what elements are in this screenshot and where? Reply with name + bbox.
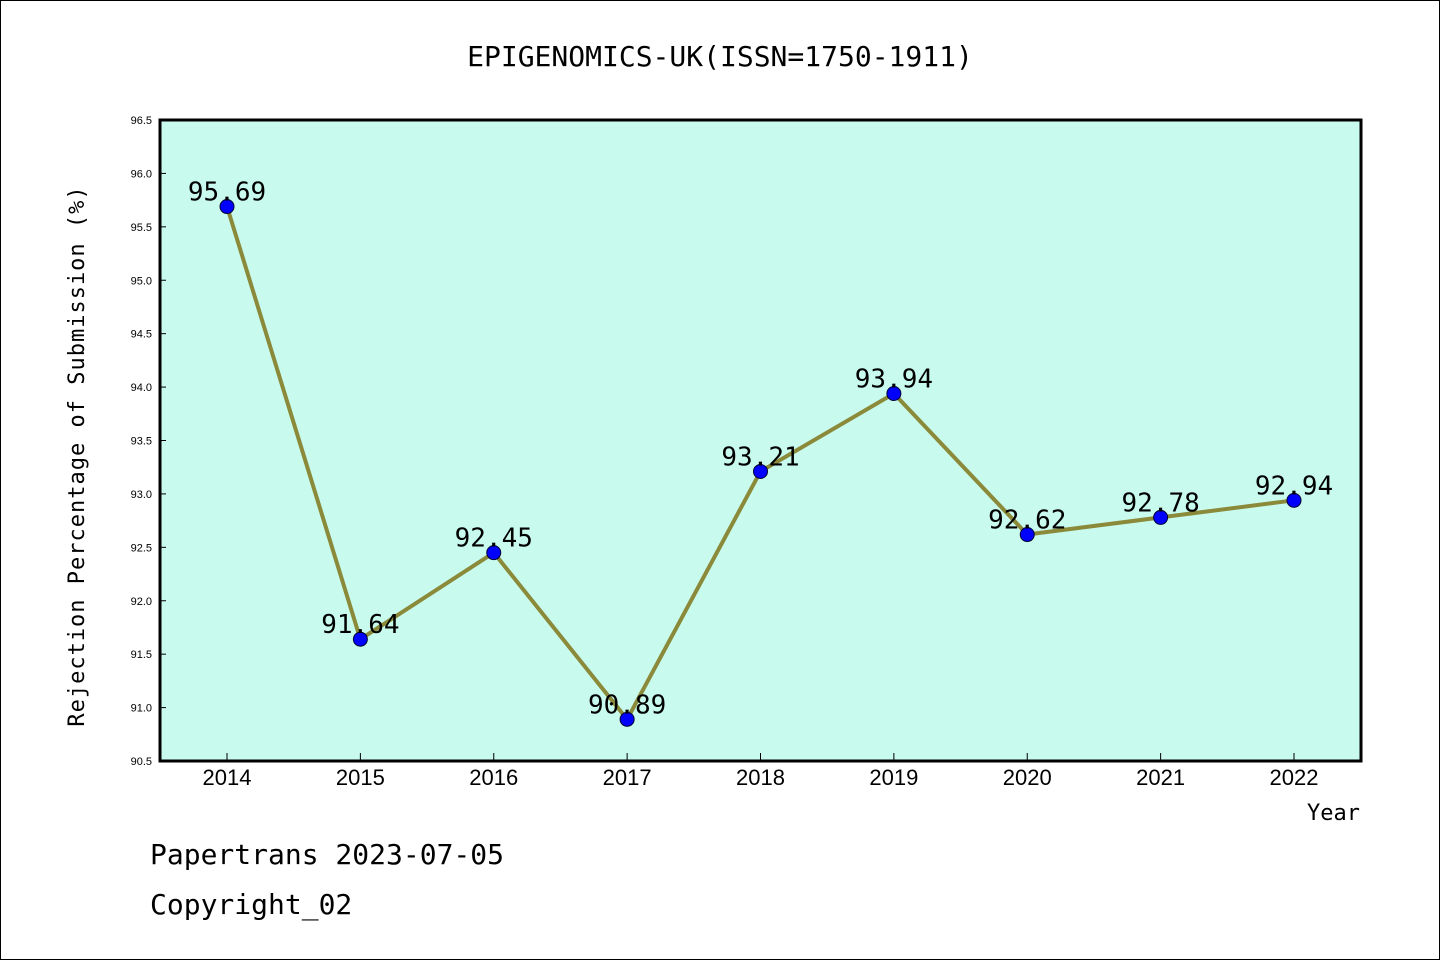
plot-area	[158, 118, 1363, 763]
y-tick-label: 93.0	[131, 489, 152, 501]
data-point	[352, 631, 368, 647]
y-axis: 90.5 91.0 91.5 92.0 92.5 93.0 93.5 94.0 94.5 95.0…	[131, 115, 166, 768]
data-point	[1019, 527, 1035, 543]
x-tick-label: 2020	[1003, 765, 1052, 790]
data-label: 93.21	[721, 442, 799, 472]
y-tick-label: 92.5	[131, 542, 152, 554]
series-group: 95.69 91.64 92.45 90.89 93.21 93.94 92.62 92.78…	[188, 178, 1333, 727]
data-label: 92.94	[1255, 471, 1333, 501]
y-tick-label: 91.5	[131, 649, 152, 661]
x-axis: 2014 2015 2016 2017 2018 2019 2020 2021 2022	[203, 753, 1319, 790]
data-point	[753, 463, 768, 479]
data-label: 92.78	[1121, 488, 1199, 518]
x-tick-label: 2021	[1136, 765, 1185, 790]
data-label: 93.94	[855, 364, 933, 394]
y-tick-label: 90.5	[131, 756, 152, 768]
data-label: 95.69	[188, 178, 266, 208]
data-point	[486, 545, 502, 561]
y-tick-label: 96.0	[131, 168, 152, 180]
x-tick-label: 2014	[203, 765, 252, 790]
x-tick-label: 2018	[736, 765, 785, 790]
x-tick-label: 2017	[603, 765, 652, 790]
x-tick-label: 2022	[1270, 765, 1319, 790]
y-tick-label: 93.5	[131, 436, 152, 448]
x-tick-label: 2015	[336, 765, 385, 790]
x-tick-label: 2019	[869, 765, 918, 790]
data-point	[219, 199, 235, 215]
data-label: 92.45	[455, 524, 533, 554]
y-tick-label: 95.0	[131, 275, 152, 287]
y-tick-label: 94.5	[131, 329, 152, 341]
y-tick-label: 94.0	[131, 382, 152, 394]
footer-date: Papertrans 2023-07-05	[150, 838, 504, 871]
y-tick-label: 96.5	[131, 115, 152, 127]
data-point	[886, 385, 902, 401]
y-tick-label: 91.0	[131, 703, 152, 715]
x-axis-label: Year	[1307, 801, 1360, 826]
data-label: 91.64	[321, 610, 399, 640]
data-label: 90.89	[588, 690, 666, 720]
y-axis-label: Rejection Percentage of Submission (%)	[65, 185, 90, 726]
data-label: 92.62	[988, 506, 1066, 536]
data-point	[1286, 492, 1302, 508]
x-tick-label: 2016	[469, 765, 518, 790]
data-point	[619, 711, 635, 727]
y-tick-label: 95.5	[131, 222, 152, 234]
chart-title: EPIGENOMICS-UK(ISSN=1750-1911)	[467, 40, 973, 73]
footer-copyright: Copyright_02	[150, 888, 352, 922]
data-point	[1153, 509, 1169, 525]
y-tick-label: 92.0	[131, 596, 152, 608]
